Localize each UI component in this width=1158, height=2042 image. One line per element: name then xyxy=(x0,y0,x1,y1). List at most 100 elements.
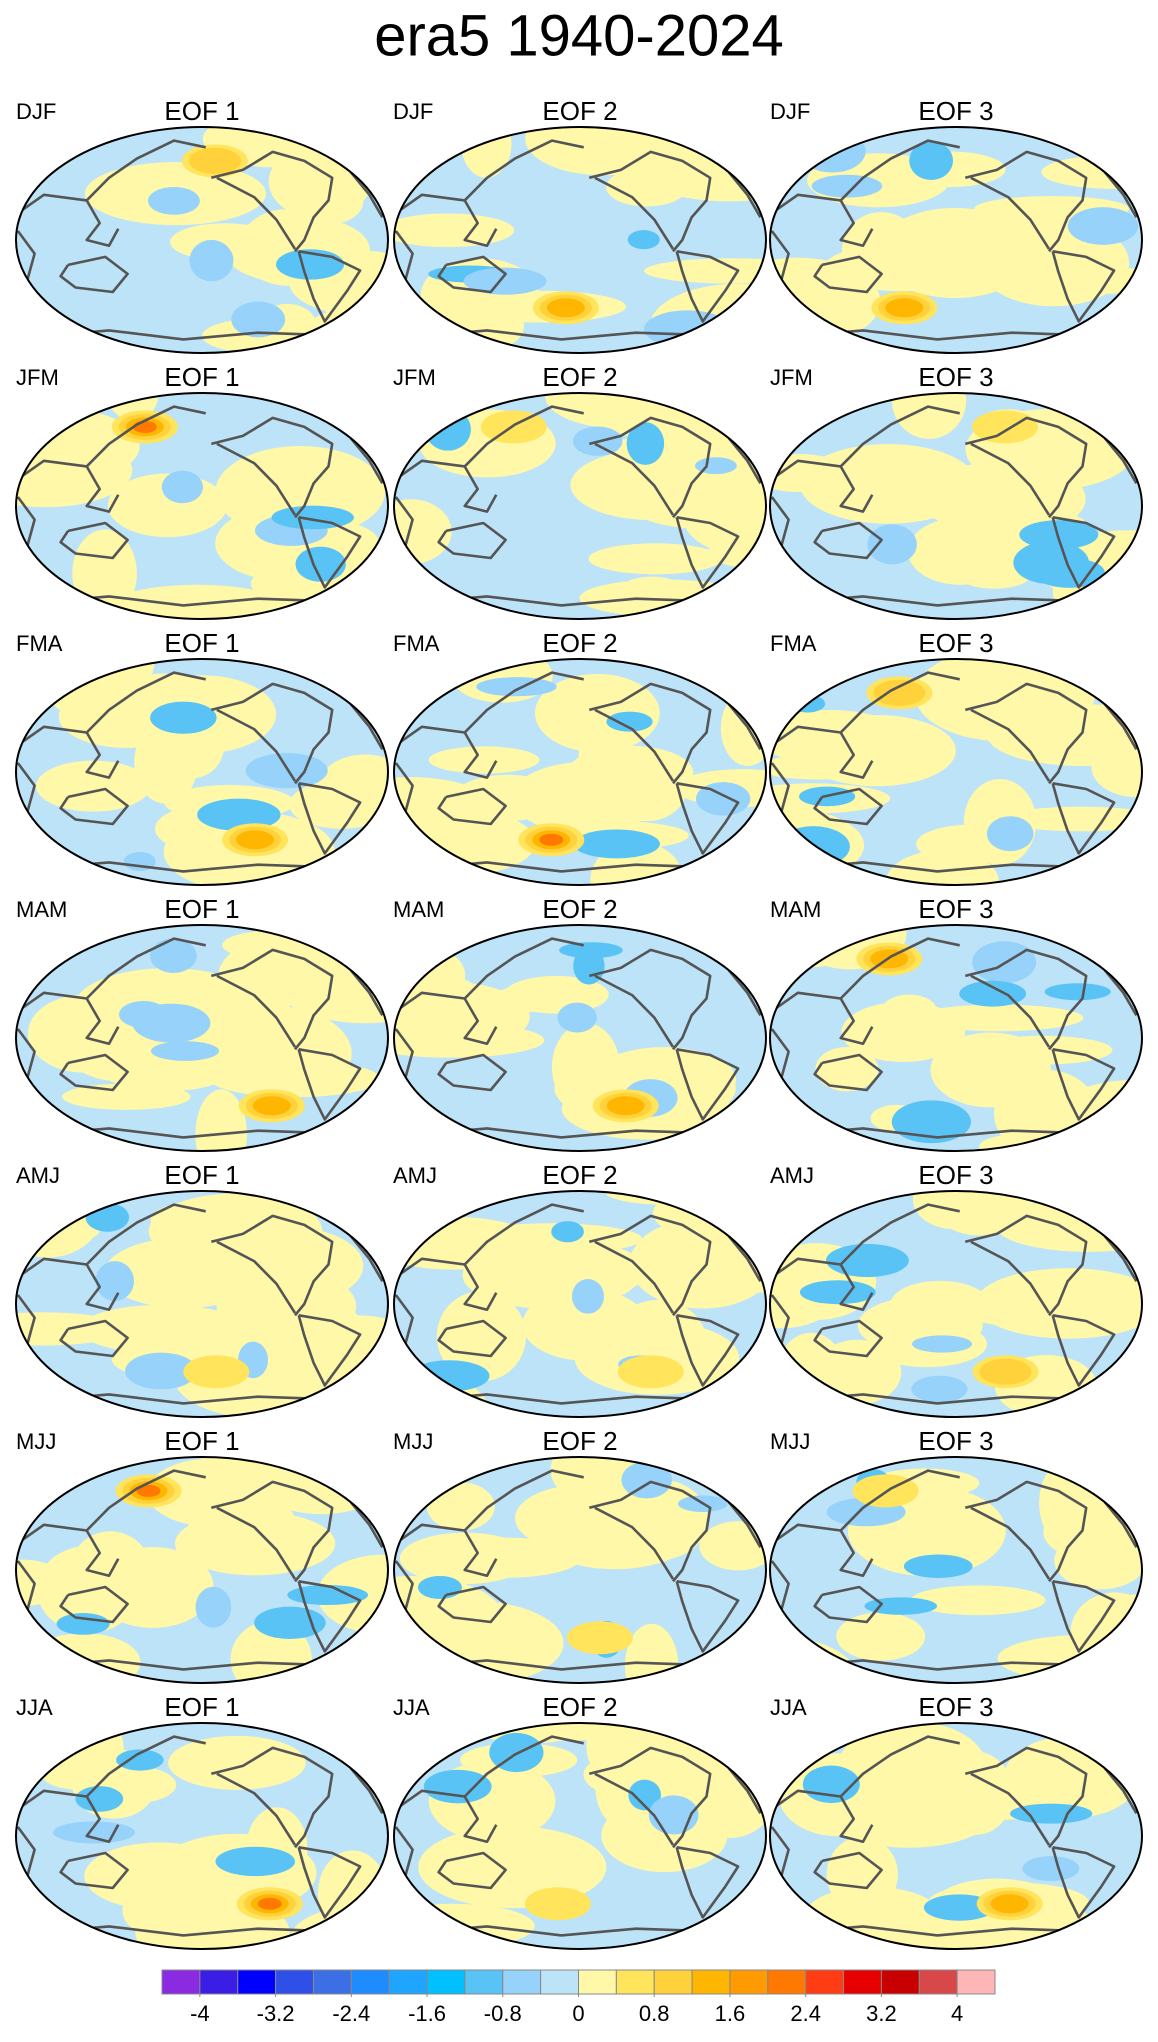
anomaly-region xyxy=(694,457,737,475)
coastline xyxy=(588,150,712,253)
coastline xyxy=(85,465,120,513)
coastline xyxy=(437,255,507,294)
anomaly-region xyxy=(571,1279,605,1314)
map-panel: DJF EOF 1 xyxy=(15,96,389,354)
coastline xyxy=(16,1560,36,1618)
anomaly-region xyxy=(815,1046,879,1092)
map-panel: JJA EOF 3 xyxy=(769,1692,1143,1950)
panel-label: EOF 1 xyxy=(164,1160,239,1190)
colorbar-box xyxy=(275,1969,314,1995)
coastline xyxy=(16,762,36,820)
coastline xyxy=(437,787,507,826)
coastline xyxy=(1051,782,1116,855)
map-panel: AMJ EOF 3 xyxy=(769,1160,1143,1418)
anomaly-region xyxy=(53,1821,135,1844)
anomaly-region xyxy=(189,239,234,282)
map-field xyxy=(770,393,1142,619)
coastline xyxy=(437,1585,507,1624)
colorbar-box xyxy=(578,1969,617,1995)
anomaly-region xyxy=(150,1041,220,1061)
anomaly-region xyxy=(903,1554,973,1579)
anomaly-region xyxy=(687,286,766,312)
anomaly-region xyxy=(394,213,515,248)
coastline xyxy=(675,1314,740,1387)
anomaly-region xyxy=(394,499,452,564)
season-label: MJJ xyxy=(393,1429,433,1454)
anomaly-region xyxy=(95,1261,135,1302)
coastline xyxy=(349,1767,384,1815)
anomaly-region xyxy=(614,449,766,529)
coastline xyxy=(588,1214,712,1317)
anomaly-region xyxy=(426,1482,495,1531)
anomaly-region xyxy=(128,673,200,702)
anomaly-region xyxy=(579,579,750,617)
anomaly-region xyxy=(195,1586,232,1628)
coastline xyxy=(16,1028,36,1086)
anomaly-core xyxy=(236,830,275,850)
coastline xyxy=(1051,250,1116,323)
anomaly-core xyxy=(885,298,924,318)
anomaly-region xyxy=(399,1532,531,1585)
map-field xyxy=(770,1191,1142,1417)
coastline xyxy=(85,731,120,779)
coastline xyxy=(349,437,384,485)
anomaly-region xyxy=(1087,662,1142,689)
map-border xyxy=(769,1456,1143,1684)
anomaly-region xyxy=(567,745,694,801)
coastline xyxy=(394,1560,414,1618)
coastline xyxy=(1051,1580,1116,1653)
anomaly-core xyxy=(979,1358,1032,1385)
coastline xyxy=(675,250,740,323)
map-border xyxy=(393,1190,767,1418)
coastline xyxy=(1051,516,1116,589)
coastline xyxy=(1103,1501,1138,1549)
colorbar-box xyxy=(388,1969,428,1995)
coastline xyxy=(349,969,384,1017)
colorbar-label: 4 xyxy=(951,2001,963,2026)
coastline xyxy=(437,1851,507,1890)
map-field xyxy=(16,659,388,885)
anomaly-region xyxy=(912,1335,973,1353)
map-panel: DJF EOF 2 xyxy=(393,96,767,354)
anomaly-region xyxy=(978,663,1053,701)
anomaly-region xyxy=(811,174,883,198)
coastline xyxy=(727,171,762,219)
season-label: MAM xyxy=(770,897,821,922)
coastline xyxy=(210,682,334,785)
colorbar-label: -1.6 xyxy=(408,2001,446,2026)
anomaly-region xyxy=(125,1352,198,1390)
coastline xyxy=(463,465,498,513)
panel-label: EOF 2 xyxy=(542,362,617,392)
coastline xyxy=(216,442,297,516)
season-label: MAM xyxy=(393,897,444,922)
coastline xyxy=(594,176,675,250)
colorbar-box xyxy=(729,1969,769,1995)
map-border xyxy=(393,1456,767,1684)
coastline xyxy=(813,1585,883,1624)
coastline xyxy=(970,1772,1051,1846)
coastline xyxy=(437,521,507,560)
coastline xyxy=(770,1560,790,1618)
coastline xyxy=(813,255,883,294)
anomaly-core xyxy=(132,420,157,433)
coastline xyxy=(297,1846,362,1919)
anomaly-region xyxy=(775,1332,846,1417)
anomaly-region xyxy=(150,701,217,734)
anomaly-region xyxy=(701,925,766,957)
coastline xyxy=(297,516,362,589)
coastline xyxy=(772,1735,960,1809)
coastline xyxy=(588,682,712,785)
coastline xyxy=(216,1772,297,1846)
map-field xyxy=(16,127,388,353)
anomaly-core xyxy=(136,1484,161,1497)
coastline xyxy=(437,1319,507,1358)
colorbar-label: 2.4 xyxy=(790,2001,821,2026)
coastline xyxy=(964,1480,1088,1583)
anomaly-region xyxy=(463,267,547,295)
coastline xyxy=(18,1203,206,1277)
map-border xyxy=(393,658,767,886)
colorbar-box xyxy=(502,1969,542,1995)
season-label: DJF xyxy=(393,99,433,124)
anomaly-region xyxy=(16,433,133,508)
coastline xyxy=(588,416,712,519)
